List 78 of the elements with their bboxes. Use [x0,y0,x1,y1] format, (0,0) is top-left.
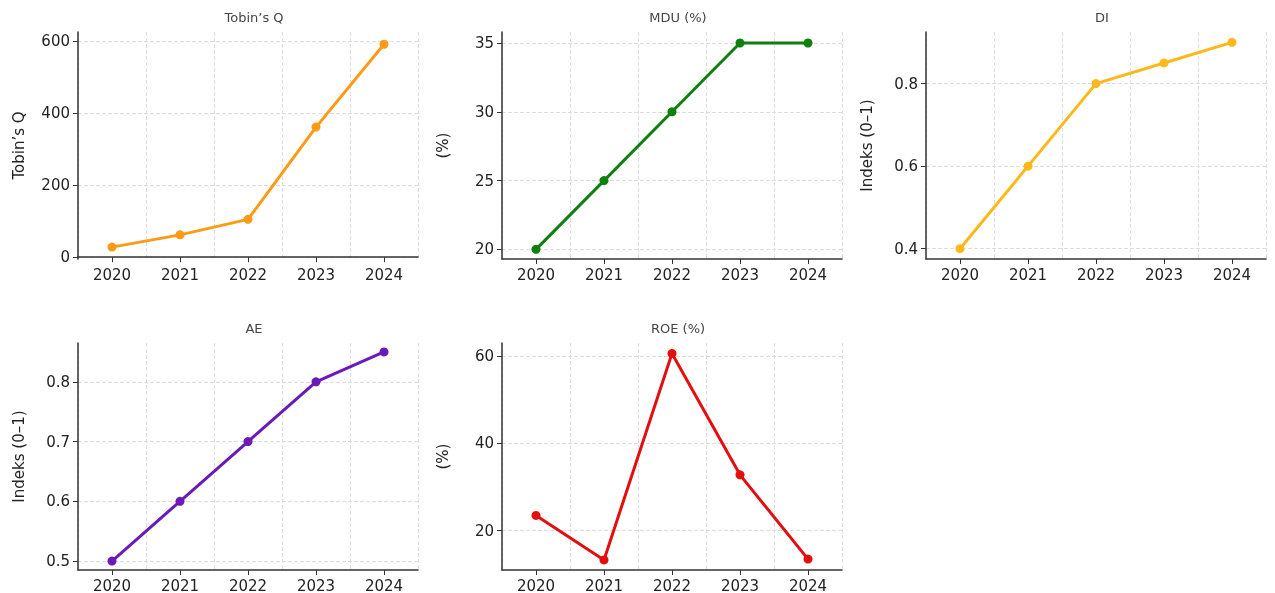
point [311,377,321,387]
y-tick-label: 0.4 [894,239,918,258]
x-tick-label: 2023 [720,265,760,284]
y-tick-label: 20 [474,521,494,540]
x-tick-label: 2020 [92,265,132,284]
point [599,555,609,565]
y-axis-title: Tobin’s Q [9,111,28,181]
y-tick-label: 20 [474,240,494,259]
chart-title: ROE (%) [650,321,706,336]
point [107,242,117,252]
x-tick-label: 2021 [160,265,200,284]
x-tick-label: 2022 [228,576,268,593]
x-tick-label: 2020 [516,265,556,284]
point [243,214,253,224]
y-tick-label: 0 [60,248,70,267]
y-tick-label: 0.8 [46,372,70,391]
x-tick-label: 2021 [584,265,624,284]
y-tick-label: 60 [474,347,494,366]
chart-title: MDU (%) [649,10,707,25]
y-axis-title: (%) [433,443,452,470]
point [243,437,253,447]
y-tick-label: 400 [41,104,70,123]
x-tick-label: 2024 [788,576,828,593]
point [379,347,389,357]
point [735,38,745,48]
x-tick-label: 2022 [1076,265,1116,284]
chart-title: AE [245,321,263,336]
x-tick-label: 2023 [296,576,336,593]
y-axis-title: Indeks (0–1) [9,410,28,503]
x-tick-label: 2022 [652,265,692,284]
point [667,107,677,117]
x-tick-label: 2023 [720,576,760,593]
point [531,244,541,254]
x-tick-label: 2022 [652,576,692,593]
chart-title: DI [1095,10,1109,25]
point [667,348,677,358]
point [531,510,541,520]
point [1227,37,1237,47]
x-tick-label: 2024 [1212,265,1252,284]
point [107,556,117,566]
x-tick-label: 2020 [92,576,132,593]
y-tick-label: 40 [474,434,494,453]
y-tick-label: 600 [41,32,70,51]
y-tick-label: 30 [474,102,494,121]
y-tick-label: 200 [41,176,70,195]
y-axis-title: Indeks (0–1) [857,99,876,192]
x-tick-label: 2021 [1008,265,1048,284]
y-tick-label: 25 [474,171,494,190]
y-tick-label: 0.6 [894,157,918,176]
point [1159,58,1169,68]
point [1023,161,1033,171]
y-axis-title: (%) [433,132,452,159]
point [803,38,813,48]
point [175,230,185,240]
x-tick-label: 2021 [584,576,624,593]
point [311,122,321,132]
point [379,39,389,49]
x-tick-label: 2022 [228,265,268,284]
point [175,496,185,506]
x-tick-label: 2023 [296,265,336,284]
x-tick-label: 2020 [940,265,980,284]
y-tick-label: 0.7 [46,432,70,451]
x-tick-label: 2023 [1144,265,1184,284]
chart-title: Tobin’s Q [223,10,284,25]
x-tick-label: 2020 [516,576,556,593]
point [803,554,813,564]
y-tick-label: 0.5 [46,552,70,571]
x-tick-label: 2021 [160,576,200,593]
point [599,176,609,186]
point [735,470,745,480]
x-tick-label: 2024 [788,265,828,284]
y-tick-label: 35 [474,34,494,53]
y-tick-label: 0.8 [894,74,918,93]
point [1091,79,1101,89]
x-tick-label: 2024 [364,576,404,593]
x-tick-label: 2024 [364,265,404,284]
point [955,244,965,254]
y-tick-label: 0.6 [46,492,70,511]
